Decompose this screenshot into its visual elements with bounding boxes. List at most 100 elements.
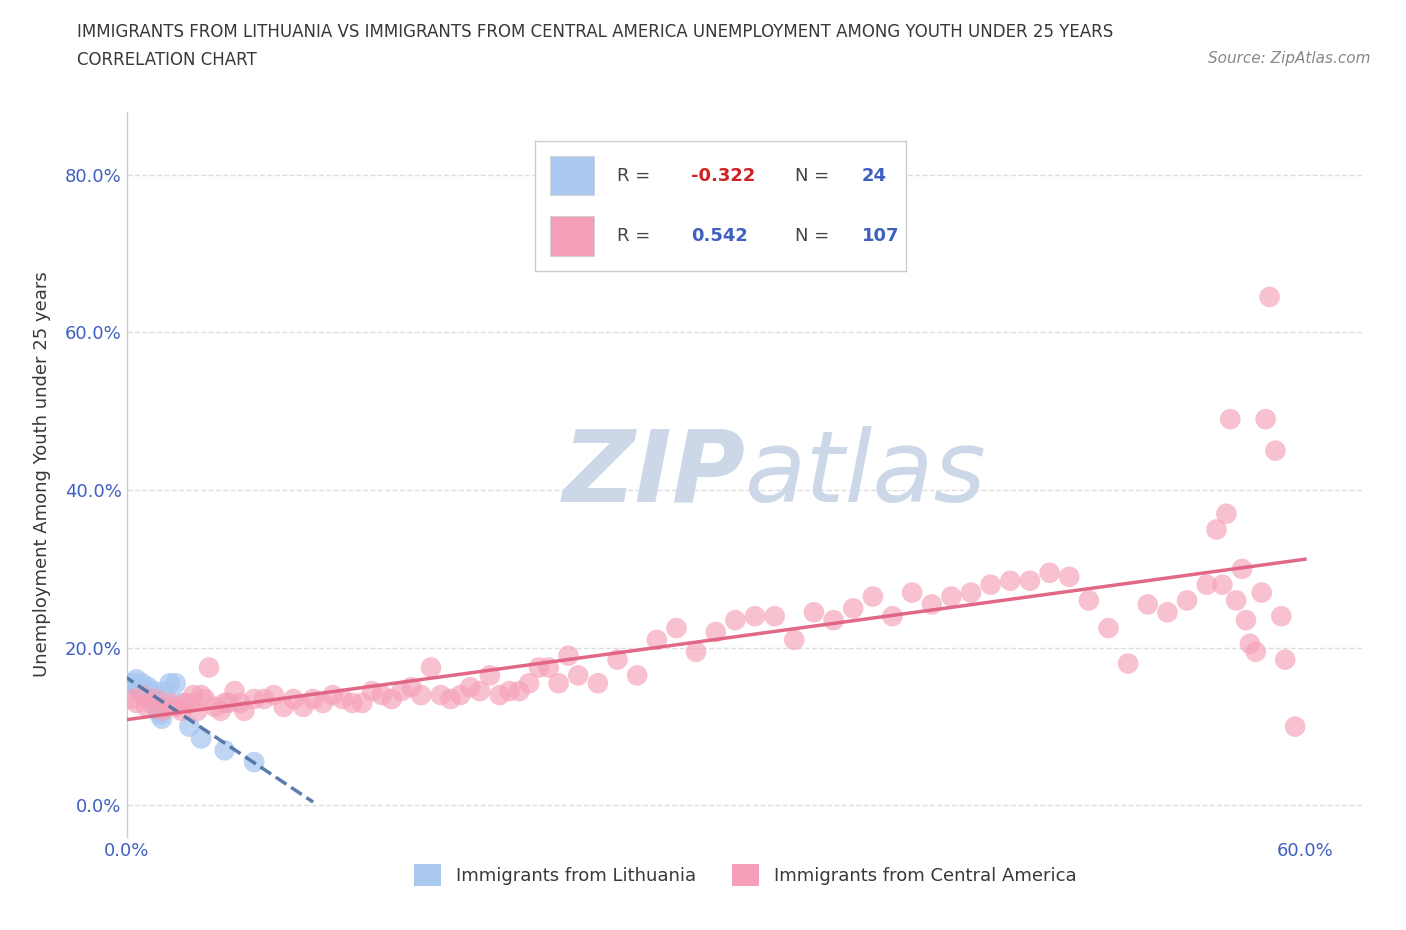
Point	[165, 676, 187, 691]
Point	[823, 613, 845, 628]
Point	[449, 687, 471, 702]
Point	[586, 676, 609, 691]
Point	[179, 696, 201, 711]
Point	[901, 585, 924, 600]
Point	[124, 676, 146, 691]
Point	[626, 668, 648, 683]
Point	[665, 620, 688, 635]
Point	[146, 703, 169, 718]
Point	[136, 680, 159, 695]
Point	[1270, 609, 1292, 624]
Point	[606, 652, 628, 667]
Point	[121, 692, 143, 707]
Point	[145, 696, 167, 711]
Point	[190, 731, 212, 746]
Text: atlas: atlas	[745, 426, 987, 523]
Point	[547, 676, 569, 691]
Point	[332, 692, 354, 707]
Point	[458, 680, 481, 695]
Text: IMMIGRANTS FROM LITHUANIA VS IMMIGRANTS FROM CENTRAL AMERICA UNEMPLOYMENT AMONG : IMMIGRANTS FROM LITHUANIA VS IMMIGRANTS …	[77, 23, 1114, 41]
Point	[1258, 289, 1281, 304]
Point	[134, 687, 156, 702]
Point	[190, 687, 212, 702]
Point	[129, 680, 152, 695]
Point	[141, 692, 163, 707]
Point	[139, 687, 162, 702]
Point	[783, 632, 806, 647]
Point	[292, 699, 315, 714]
Point	[312, 696, 335, 711]
Point	[411, 687, 433, 702]
Point	[179, 719, 201, 734]
Point	[135, 699, 157, 714]
Point	[557, 648, 579, 663]
Point	[159, 696, 181, 711]
Point	[165, 699, 187, 714]
Point	[1136, 597, 1159, 612]
Point	[1205, 522, 1227, 537]
Point	[143, 684, 166, 698]
Point	[342, 696, 364, 711]
Point	[155, 684, 177, 698]
Point	[527, 660, 550, 675]
Point	[170, 703, 193, 718]
Point	[127, 684, 149, 698]
Text: Source: ZipAtlas.com: Source: ZipAtlas.com	[1208, 51, 1371, 66]
Point	[1000, 573, 1022, 588]
Point	[194, 692, 217, 707]
Point	[488, 687, 510, 702]
Point	[645, 632, 668, 647]
Point	[1175, 593, 1198, 608]
Point	[125, 671, 148, 686]
Point	[1097, 620, 1119, 635]
Point	[149, 708, 172, 723]
Point	[186, 703, 208, 718]
Legend: Immigrants from Lithuania, Immigrants from Central America: Immigrants from Lithuania, Immigrants fr…	[406, 857, 1084, 893]
Point	[842, 601, 865, 616]
Point	[224, 684, 246, 698]
Point	[1156, 604, 1178, 619]
Point	[263, 687, 285, 702]
Point	[1284, 719, 1306, 734]
Point	[135, 684, 157, 698]
Point	[1250, 585, 1272, 600]
Point	[508, 684, 530, 698]
Point	[214, 743, 236, 758]
Point	[1039, 565, 1062, 580]
Point	[371, 687, 394, 702]
Point	[1225, 593, 1247, 608]
Point	[941, 589, 963, 604]
Point	[517, 676, 540, 691]
Point	[170, 696, 193, 711]
Point	[1254, 412, 1277, 427]
Point	[1057, 569, 1080, 584]
Point	[120, 676, 142, 691]
Text: ZIP: ZIP	[562, 426, 745, 523]
Point	[704, 625, 727, 640]
Point	[125, 696, 148, 711]
Point	[478, 668, 501, 683]
Point	[131, 676, 153, 691]
Point	[1244, 644, 1267, 659]
Point	[744, 609, 766, 624]
Point	[960, 585, 983, 600]
Point	[1239, 636, 1261, 651]
Point	[352, 696, 374, 711]
Point	[420, 660, 443, 675]
Point	[1215, 506, 1237, 521]
Point	[1195, 578, 1218, 592]
Point	[139, 696, 162, 711]
Point	[401, 680, 423, 695]
Point	[439, 692, 461, 707]
Point	[273, 699, 295, 714]
Point	[204, 699, 226, 714]
Point	[1019, 573, 1042, 588]
Point	[209, 703, 232, 718]
Point	[150, 703, 173, 718]
Text: CORRELATION CHART: CORRELATION CHART	[77, 51, 257, 69]
Point	[145, 692, 167, 707]
Point	[218, 696, 240, 711]
Point	[181, 687, 204, 702]
Y-axis label: Unemployment Among Youth under 25 years: Unemployment Among Youth under 25 years	[32, 272, 51, 677]
Point	[1219, 412, 1241, 427]
